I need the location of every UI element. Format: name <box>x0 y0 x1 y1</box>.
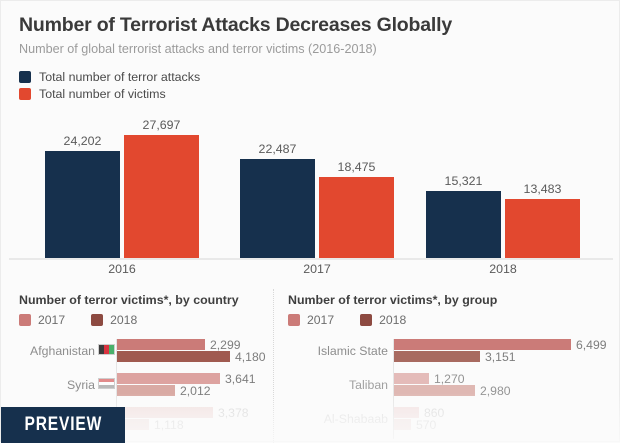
bar-2016-victims: 27,697 <box>124 118 199 259</box>
country-value-afghanistan-2017: 2,299 <box>210 337 241 352</box>
group-bar-islamic-state-2017: 6,499 <box>394 338 607 352</box>
group-bar-al-shabaab-2017: 860 <box>394 406 444 420</box>
country-bars: Afghanistan 2,299 4,180 Syria 3,6 <box>30 338 277 443</box>
bar-2017-victims: 18,475 <box>319 160 394 259</box>
group-label-al-shabaab: Al-Shabaab <box>323 412 388 426</box>
country-legend-2017: 2017 <box>19 313 65 327</box>
country-bar-afghanistan-2018: 4,180 <box>117 350 266 364</box>
country-legend-label-2018: 2018 <box>110 313 138 327</box>
group-value-taliban-2017: 1,270 <box>434 371 465 386</box>
group-legend-2018: 2018 <box>360 313 406 327</box>
country-value-third-2017: 3,378 <box>218 405 249 420</box>
x-axis-label-2018: 2018 <box>489 262 517 276</box>
main-chart-legend: Total number of terror attacks Total num… <box>19 68 200 102</box>
group-value-islamic-state-2017: 6,499 <box>576 337 607 352</box>
preview-badge: PREVIEW <box>1 407 125 443</box>
group-value-islamic-state-2018: 3,151 <box>485 349 516 364</box>
bar-2018-attacks: 15,321 <box>426 174 501 259</box>
group-bar-islamic-state-2018: 3,151 <box>394 350 516 364</box>
x-axis-label-2017: 2017 <box>303 262 331 276</box>
group-value-al-shabaab-2018: 570 <box>416 417 437 432</box>
panel-title-country: Number of terror victims*, by country <box>19 293 239 307</box>
panel-by-group: Number of terror victims*, by group 2017… <box>288 293 497 327</box>
syria-flag <box>98 378 115 389</box>
legend-item-victims: Total number of victims <box>19 85 200 102</box>
panel-legend-group: 2017 2018 <box>288 313 497 327</box>
group-legend-2017: 2017 <box>288 313 334 327</box>
country-value-afghanistan-2018: 4,180 <box>235 349 266 364</box>
page-title: Number of Terrorist Attacks Decreases Gl… <box>19 14 452 36</box>
chart-baseline <box>9 258 613 260</box>
country-value-syria-2018: 2,012 <box>180 383 211 398</box>
group-bar-taliban-2018: 2,980 <box>394 384 511 398</box>
bar-value-2018-victims: 13,483 <box>523 182 562 196</box>
country-axis-line <box>116 339 117 439</box>
bar-2017-attacks: 22,487 <box>240 142 315 259</box>
legend-label-victims: Total number of victims <box>39 86 166 101</box>
country-bar-afghanistan-2017: 2,299 <box>117 338 241 352</box>
legend-swatch-attacks <box>19 70 31 83</box>
country-bar-syria-2018: 2,012 <box>117 384 211 398</box>
group-value-taliban-2018: 2,980 <box>480 383 511 398</box>
panel-title-group: Number of terror victims*, by group <box>288 293 498 307</box>
afghanistan-flag <box>98 344 115 355</box>
bar-value-2016-victims: 27,697 <box>142 118 181 132</box>
country-label-syria: Syria <box>66 378 95 392</box>
country-legend-2018: 2018 <box>91 313 137 327</box>
group-legend-label-2017: 2017 <box>307 313 335 327</box>
group-label-taliban: Taliban <box>349 378 388 392</box>
bar-2016-attacks: 24,202 <box>45 134 120 259</box>
group-bar-taliban-2017: 1,270 <box>394 372 465 386</box>
group-axis-line <box>393 339 394 439</box>
country-bar-syria-2017: 3,641 <box>117 372 256 386</box>
country-value-syria-2017: 3,641 <box>225 371 256 386</box>
group-label-islamic-state: Islamic State <box>317 344 388 358</box>
bar-value-2017-attacks: 22,487 <box>258 142 297 156</box>
legend-item-attacks: Total number of terror attacks <box>19 68 200 85</box>
bar-2018-victims: 13,483 <box>505 182 580 259</box>
panel-legend-country: 2017 2018 <box>19 313 239 327</box>
group-legend-swatch-2017 <box>288 314 300 326</box>
legend-label-attacks: Total number of terror attacks <box>39 69 201 84</box>
page-subtitle: Number of global terrorist attacks and t… <box>19 42 377 56</box>
group-legend-label-2018: 2018 <box>379 313 407 327</box>
panel-divider <box>273 289 274 443</box>
bar-value-2017-victims: 18,475 <box>337 160 376 174</box>
bar-value-2016-attacks: 24,202 <box>63 134 102 148</box>
country-legend-label-2017: 2017 <box>38 313 66 327</box>
x-axis-label-2016: 2016 <box>108 262 136 276</box>
country-bar-third-2017: 3,378 <box>117 406 249 420</box>
preview-badge-label: PREVIEW <box>24 414 102 435</box>
group-legend-swatch-2018 <box>360 314 373 326</box>
bar-value-2018-attacks: 15,321 <box>444 174 483 188</box>
panel-by-country: Number of terror victims*, by country 20… <box>19 293 239 327</box>
group-bar-al-shabaab-2018: 570 <box>394 418 436 432</box>
country-label-afghanistan: Afghanistan <box>30 344 95 358</box>
country-legend-swatch-2017 <box>19 314 31 326</box>
country-value-third-2018: 1,118 <box>154 417 184 432</box>
main-bar-chart: 24,202 27,697 22,487 18,475 15,321 13,48… <box>1 109 620 259</box>
country-legend-swatch-2018 <box>91 314 104 326</box>
legend-swatch-victims <box>19 87 31 100</box>
group-bars: Islamic State 6,499 3,151 Taliban 1,270 … <box>318 338 607 443</box>
